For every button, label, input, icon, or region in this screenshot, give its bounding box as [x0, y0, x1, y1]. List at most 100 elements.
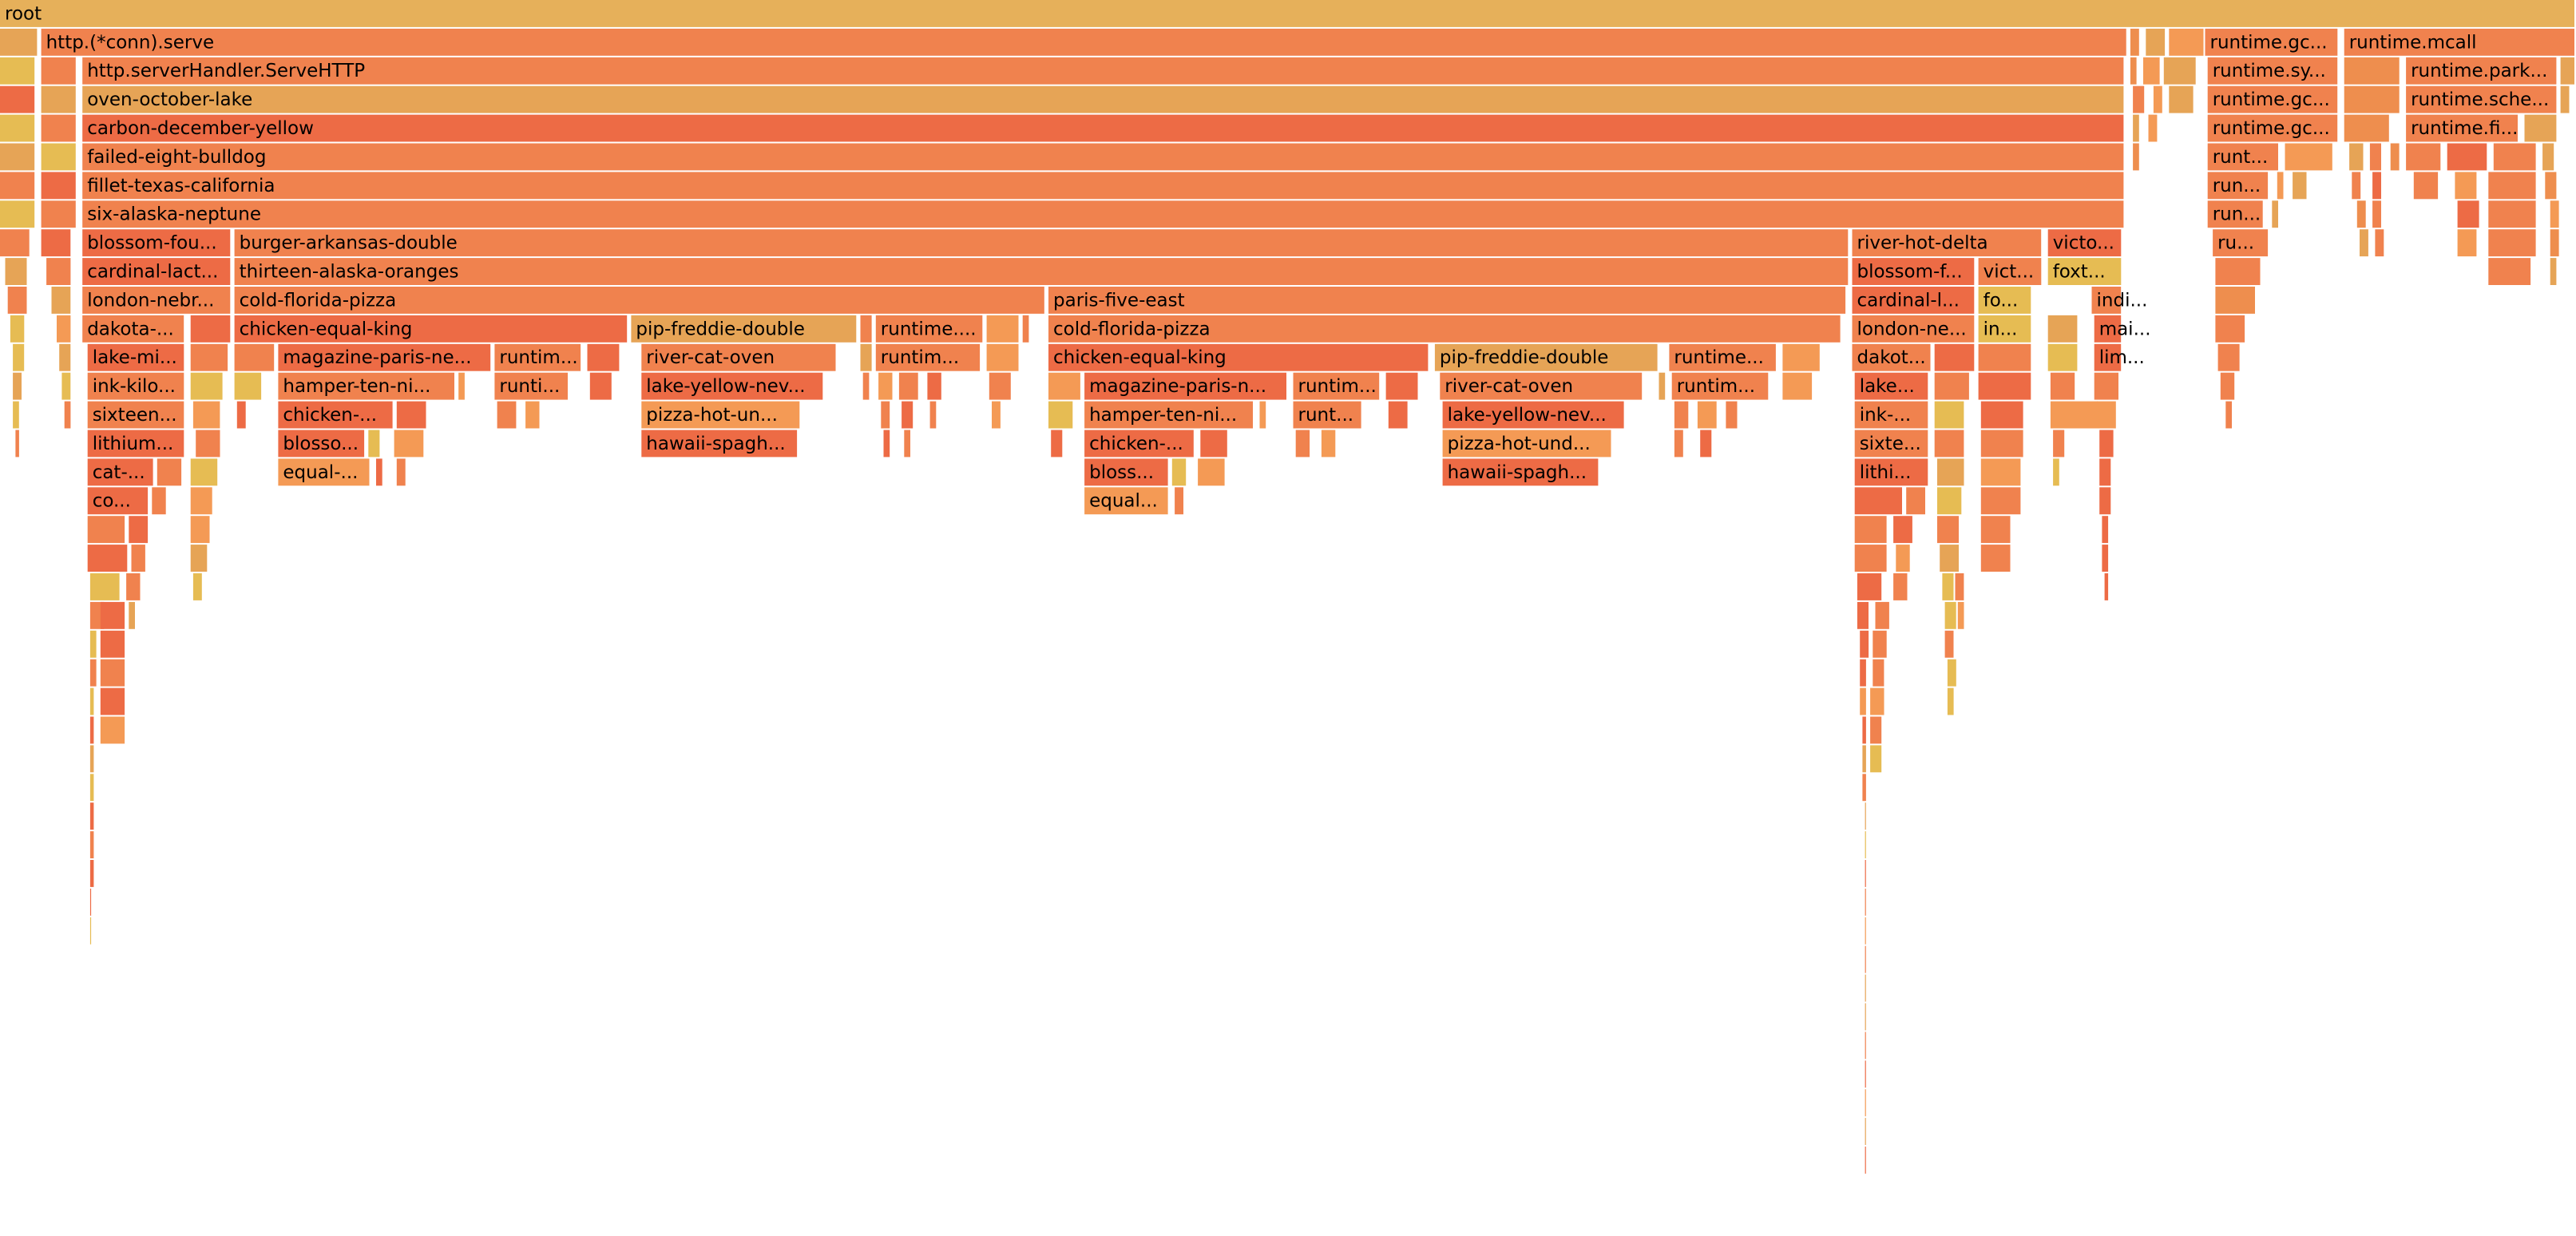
flame-frame[interactable]: [1860, 687, 1866, 715]
flame-frame[interactable]: runti...: [494, 372, 568, 400]
flame-frame[interactable]: [100, 659, 125, 687]
flame-frame-rect[interactable]: [2207, 200, 2263, 228]
flame-frame-rect[interactable]: [862, 372, 870, 400]
flame-frame[interactable]: river-cat-oven: [1440, 372, 1643, 400]
flame-frame-rect[interactable]: [196, 430, 220, 458]
flame-frame-rect[interactable]: [1022, 315, 1029, 343]
flame-frame-rect[interactable]: [2094, 372, 2118, 400]
flame-frame-rect[interactable]: [1893, 573, 1908, 600]
flame-frame-rect[interactable]: [2225, 401, 2232, 429]
flame-frame-rect[interactable]: [1934, 430, 1964, 458]
flame-frame-rect[interactable]: [100, 601, 125, 629]
flame-frame-rect[interactable]: [2369, 143, 2381, 171]
flame-frame[interactable]: [1980, 516, 2011, 544]
flame-frame-rect[interactable]: [7, 287, 27, 314]
flame-frame[interactable]: [1048, 372, 1080, 400]
flame-frame-rect[interactable]: [2215, 258, 2261, 285]
flame-frame-rect[interactable]: [1175, 487, 1183, 515]
flame-frame-rect[interactable]: [89, 659, 97, 687]
flame-frame[interactable]: lake-mi...: [87, 343, 184, 371]
flame-frame-rect[interactable]: [278, 430, 365, 458]
flame-frame[interactable]: [1980, 401, 2023, 429]
flame-frame-rect[interactable]: [2094, 315, 2122, 343]
flame-frame[interactable]: [51, 287, 71, 314]
flame-frame[interactable]: runtim...: [1671, 372, 1769, 400]
flame-frame[interactable]: [89, 630, 97, 658]
flame-frame-rect[interactable]: [129, 516, 149, 544]
flame-frame[interactable]: [1937, 458, 1964, 486]
flame-frame-rect[interactable]: [1978, 258, 2042, 285]
flame-frame[interactable]: sixteen...: [87, 401, 184, 429]
flame-frame-rect[interactable]: [2545, 172, 2557, 200]
flame-frame[interactable]: [100, 630, 125, 658]
flame-frame[interactable]: [1171, 458, 1187, 486]
flame-frame-rect[interactable]: [89, 802, 94, 830]
flame-frame-rect[interactable]: [1700, 430, 1712, 458]
flame-frame-rect[interactable]: [82, 287, 231, 314]
flame-frame[interactable]: [190, 458, 218, 486]
flame-frame[interactable]: [1980, 458, 2021, 486]
flame-frame[interactable]: chicken-equal-king: [234, 315, 628, 343]
flame-frame-rect[interactable]: [87, 372, 184, 400]
flame-frame-rect[interactable]: [1955, 573, 1964, 600]
flame-frame[interactable]: [234, 343, 275, 371]
flame-frame[interactable]: [1955, 573, 1964, 600]
flame-frame[interactable]: [2050, 372, 2075, 400]
flame-frame[interactable]: [986, 315, 1019, 343]
flame-frame-rect[interactable]: [15, 430, 19, 458]
flame-frame[interactable]: [15, 430, 19, 458]
flame-frame[interactable]: [0, 114, 35, 142]
flame-frame-rect[interactable]: [1782, 372, 1813, 400]
flame-frame-rect[interactable]: [1852, 287, 1975, 314]
flame-frame[interactable]: [1865, 802, 1866, 830]
flame-frame[interactable]: [1937, 487, 1962, 515]
flame-frame-rect[interactable]: [1906, 487, 1925, 515]
flame-frame[interactable]: pizza-hot-un...: [641, 401, 800, 429]
flame-frame-rect[interactable]: [1388, 401, 1408, 429]
flame-frame-rect[interactable]: [190, 372, 223, 400]
flame-frame-rect[interactable]: [2050, 401, 2098, 429]
flame-frame[interactable]: chicken-...: [1084, 430, 1194, 458]
flame-frame-rect[interactable]: [1259, 401, 1266, 429]
flame-frame-rect[interactable]: [860, 343, 872, 371]
flame-frame-rect[interactable]: [1293, 372, 1380, 400]
flame-frame-rect[interactable]: [1865, 860, 1866, 887]
flame-frame-rect[interactable]: [41, 85, 76, 113]
flame-frame[interactable]: magazine-paris-ne...: [278, 343, 491, 371]
flame-frame[interactable]: chicken-equal-king: [1048, 343, 1429, 371]
flame-frame-rect[interactable]: [82, 143, 2124, 171]
flame-frame-rect[interactable]: [82, 57, 2124, 85]
flame-frame[interactable]: [860, 343, 872, 371]
flame-frame[interactable]: [57, 315, 71, 343]
flame-frame[interactable]: [881, 401, 890, 429]
flame-frame-rect[interactable]: [1937, 487, 1962, 515]
flame-frame-rect[interactable]: [1865, 1003, 1866, 1031]
flame-frame-rect[interactable]: [1865, 917, 1866, 945]
flame-frame-rect[interactable]: [986, 315, 1019, 343]
flame-frame[interactable]: co...: [87, 487, 149, 515]
flame-frame[interactable]: [41, 85, 76, 113]
flame-frame[interactable]: [2390, 143, 2400, 171]
flame-frame-rect[interactable]: [1854, 487, 1902, 515]
flame-frame[interactable]: [2217, 343, 2240, 371]
flame-frame-rect[interactable]: [2360, 229, 2368, 257]
flame-frame[interactable]: run...: [2207, 200, 2263, 228]
flame-frame[interactable]: [2372, 200, 2381, 228]
flame-frame[interactable]: runtime....: [875, 315, 983, 343]
flame-frame[interactable]: hawaii-spagh...: [641, 430, 798, 458]
flame-frame-rect[interactable]: [1198, 458, 1225, 486]
flame-frame[interactable]: [2053, 458, 2059, 486]
flame-frame-rect[interactable]: [278, 372, 454, 400]
flame-frame-rect[interactable]: [1854, 516, 1887, 544]
flame-frame-rect[interactable]: [87, 458, 153, 486]
flame-frame[interactable]: [2293, 172, 2307, 200]
flame-frame-rect[interactable]: [2447, 143, 2487, 171]
flame-frame-rect[interactable]: [1865, 802, 1866, 830]
flame-frame-rect[interactable]: [1862, 716, 1866, 744]
flame-frame-rect[interactable]: [1854, 372, 1928, 400]
flame-frame-rect[interactable]: [1980, 458, 2021, 486]
flame-frame[interactable]: ru...: [2213, 229, 2269, 257]
flame-frame-rect[interactable]: [1865, 1060, 1866, 1088]
flame-frame[interactable]: victo...: [2047, 229, 2122, 257]
flame-frame[interactable]: [1873, 659, 1884, 687]
